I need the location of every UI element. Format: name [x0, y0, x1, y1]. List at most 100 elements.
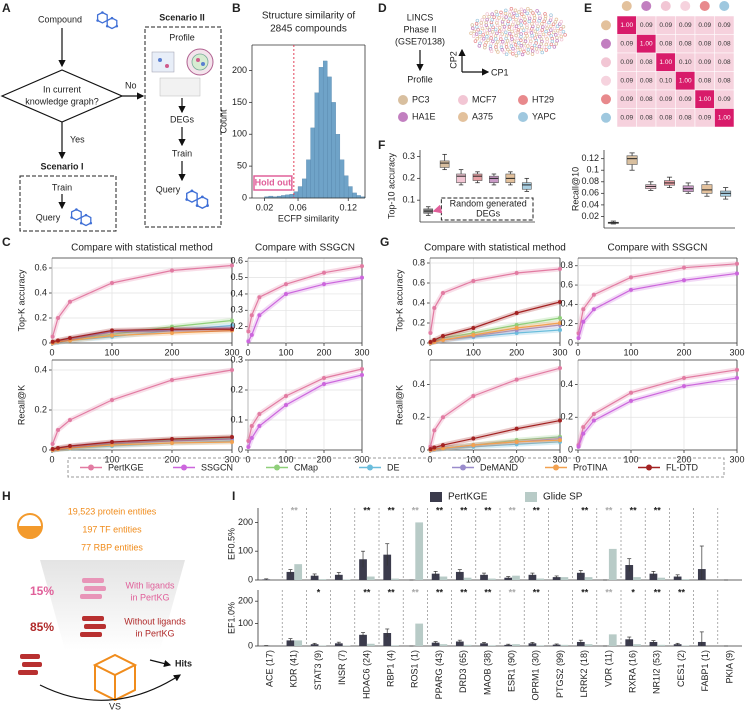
- bar: [608, 548, 617, 580]
- embedding-dot: [513, 42, 518, 47]
- embedding-dot: [550, 36, 554, 41]
- embedding-dot: [551, 22, 556, 26]
- cell-label: 0.09: [620, 114, 633, 121]
- embedding-dot: [480, 26, 485, 31]
- bar: [657, 644, 666, 646]
- series-marker: [432, 306, 437, 310]
- embedding-dot: [559, 34, 563, 39]
- series-marker: [558, 267, 562, 271]
- embedding-dot: [538, 34, 542, 39]
- series-marker: [230, 327, 234, 332]
- bar: [334, 643, 343, 646]
- embedding-dot: [474, 22, 479, 26]
- step: DEGs: [170, 114, 195, 124]
- box: [626, 155, 638, 165]
- significance: **: [654, 505, 662, 515]
- bar: [383, 554, 392, 580]
- no-label: No: [125, 80, 137, 90]
- embedding-dot: [518, 47, 523, 52]
- embedding-dot: [544, 42, 549, 47]
- cell-label: 0.09: [718, 96, 731, 103]
- significance: **: [654, 587, 662, 597]
- series-marker: [514, 311, 519, 315]
- series-marker: [471, 394, 476, 398]
- series-line: [52, 369, 233, 445]
- y-tick-label: 0.4: [34, 287, 47, 297]
- significance: **: [509, 587, 517, 597]
- decision-text: In current: [43, 84, 82, 94]
- y-tick-label: 0.4: [560, 379, 573, 389]
- annotation: Random generated: [450, 198, 527, 208]
- chart-title: Compare with SSGCN: [255, 243, 355, 254]
- cell-label: 0.10: [679, 59, 692, 66]
- hist-bar: [306, 159, 311, 199]
- y-tick-label: 0: [42, 444, 47, 454]
- embedding-dot: [554, 42, 558, 46]
- series-marker: [441, 338, 445, 342]
- series-marker: [170, 437, 174, 441]
- entity-count: 19,523 protein entities: [68, 506, 157, 516]
- embedding-dot: [517, 16, 522, 20]
- series-marker: [514, 331, 519, 335]
- embedding-dot: [527, 19, 532, 24]
- series-marker: [170, 441, 174, 445]
- series-marker: [110, 281, 114, 285]
- significance: **: [533, 587, 541, 597]
- embedding-dot: [472, 29, 477, 34]
- embedding-dot: [515, 13, 519, 18]
- series-marker: [170, 331, 174, 335]
- x-tick-label: 0: [427, 454, 432, 464]
- vs-label: VS: [109, 701, 121, 711]
- cell-label: 1.00: [718, 114, 731, 121]
- significance: *: [317, 587, 321, 597]
- embedding-dot: [550, 39, 555, 44]
- legend-label: HA1E: [412, 111, 436, 121]
- cell-label: 0.09: [698, 114, 711, 121]
- legend-marker: [553, 464, 559, 471]
- bar: [576, 641, 585, 646]
- cell-label: 0.09: [698, 22, 711, 29]
- y-tick-label: 0.6: [412, 277, 425, 287]
- series-marker: [735, 376, 739, 380]
- embedding-dot: [519, 44, 524, 48]
- hist-bar: [314, 92, 320, 199]
- series-marker: [629, 287, 633, 292]
- bar: [552, 577, 561, 580]
- significance: **: [605, 505, 613, 515]
- x-tick-label: INSR (7): [337, 650, 347, 685]
- x-tick-label: 0.02: [256, 202, 274, 212]
- embedding-dot: [522, 46, 527, 50]
- cell-label: 0.09: [679, 96, 692, 103]
- legend-swatch: [398, 95, 408, 105]
- embedding-dot: [522, 14, 526, 19]
- entity-count: 77 RBP entities: [81, 542, 143, 552]
- embedding-dot: [555, 35, 559, 40]
- embedding-dot: [514, 53, 519, 58]
- legend-marker: [274, 464, 280, 471]
- series-marker: [257, 313, 262, 318]
- legend-label: A375: [472, 111, 493, 121]
- embedding-dot: [481, 32, 485, 37]
- legend-marker: [181, 464, 187, 471]
- bar: [487, 578, 496, 580]
- series-marker: [471, 436, 476, 441]
- bar: [560, 577, 569, 580]
- embedding-dot: [525, 23, 529, 27]
- embedding-dot: [520, 12, 524, 16]
- significance: **: [581, 587, 589, 597]
- x-tick-label: 0: [245, 347, 250, 357]
- embedding-dot: [506, 47, 510, 52]
- series-marker: [56, 428, 60, 432]
- y-tick-label: 0.2: [230, 384, 243, 394]
- series-marker: [110, 328, 114, 333]
- y-tick-label: 0.2: [34, 404, 47, 414]
- embedding-dot: [495, 12, 499, 17]
- embedding-dot: [515, 45, 520, 50]
- y-tick-label: 0: [420, 444, 425, 454]
- series-marker: [360, 275, 364, 280]
- bar: [608, 634, 617, 646]
- series-marker: [284, 394, 288, 398]
- x-tick-label: 100: [278, 347, 293, 357]
- embedding-dot: [544, 23, 549, 27]
- embedding-dot: [473, 39, 478, 43]
